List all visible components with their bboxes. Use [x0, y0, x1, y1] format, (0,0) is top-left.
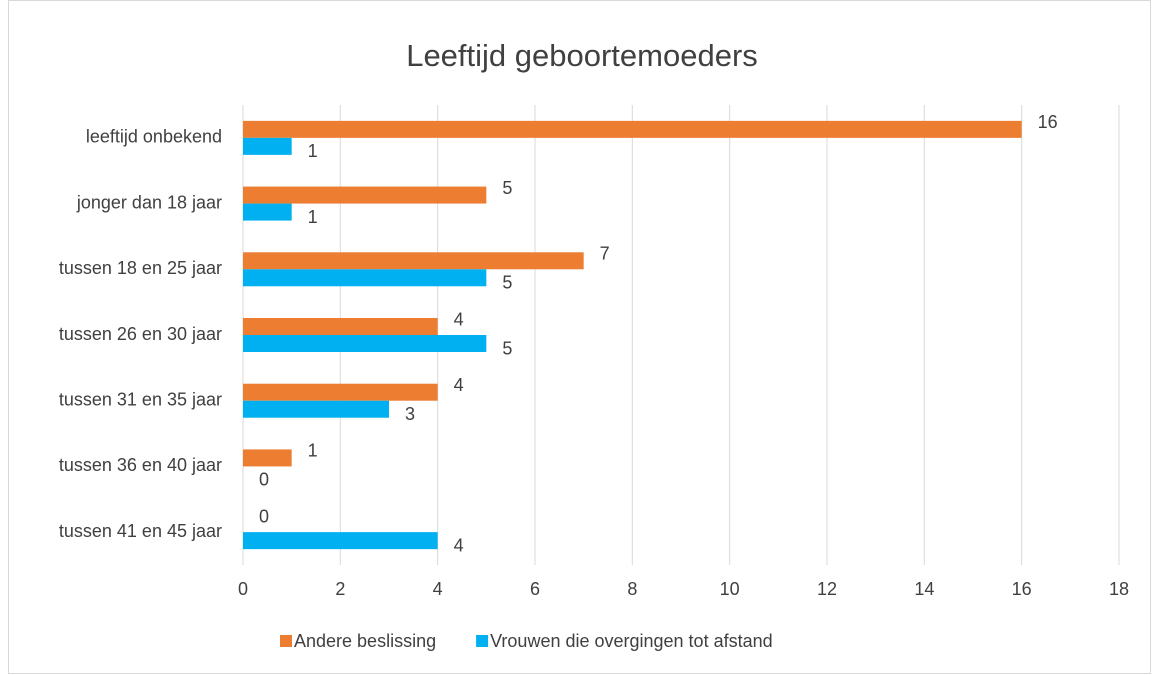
data-label: 1 [308, 441, 318, 461]
data-label: 3 [405, 404, 415, 424]
data-label: 1 [308, 141, 318, 161]
data-label: 5 [502, 178, 512, 198]
x-tick-label: 6 [530, 579, 540, 599]
x-tick-label: 10 [720, 579, 740, 599]
bar [243, 383, 438, 401]
y-tick-label: tussen 31 en 35 jaar [59, 389, 222, 409]
x-tick-label: 12 [817, 579, 837, 599]
bar [243, 335, 487, 352]
data-label: 5 [502, 338, 512, 358]
data-label: 1 [308, 207, 318, 227]
x-tick-label: 16 [1012, 579, 1032, 599]
data-label: 4 [454, 309, 464, 329]
x-tick-label: 4 [433, 579, 443, 599]
x-tick-label: 0 [238, 579, 248, 599]
x-tick-label: 14 [914, 579, 934, 599]
data-label: 0 [259, 470, 269, 490]
data-label: 7 [600, 244, 610, 264]
data-label: 5 [502, 273, 512, 293]
bar [243, 120, 1022, 138]
bar [243, 203, 292, 221]
x-tick-label: 8 [627, 579, 637, 599]
legend-swatch [476, 635, 489, 647]
y-tick-label: tussen 26 en 30 jaar [59, 324, 222, 344]
chart-frame [8, 0, 1151, 674]
bar [243, 532, 438, 550]
y-tick-label: tussen 41 en 45 jaar [59, 521, 222, 541]
x-tick-label: 2 [335, 579, 345, 599]
bar [243, 137, 292, 155]
y-tick-label: tussen 18 en 25 jaar [59, 258, 222, 278]
bar [243, 269, 487, 287]
legend-label: Vrouwen die overgingen tot afstand [490, 631, 773, 651]
legend-label: Andere beslissing [294, 631, 436, 651]
y-tick-label: leeftijd onbekend [86, 127, 222, 147]
bar [243, 252, 584, 270]
bar [243, 318, 438, 335]
data-label: 4 [454, 535, 464, 555]
y-tick-label: tussen 36 en 40 jaar [59, 455, 222, 475]
y-tick-label: jonger dan 18 jaar [76, 192, 222, 212]
legend-swatch [280, 635, 292, 647]
bar [243, 449, 292, 467]
bar [243, 400, 389, 418]
data-label: 0 [259, 506, 269, 526]
data-label: 4 [454, 375, 464, 395]
chart-title: Leeftijd geboortemoeders [406, 38, 758, 73]
x-tick-label: 18 [1109, 579, 1129, 599]
data-label: 16 [1038, 112, 1058, 132]
bar [243, 186, 487, 204]
